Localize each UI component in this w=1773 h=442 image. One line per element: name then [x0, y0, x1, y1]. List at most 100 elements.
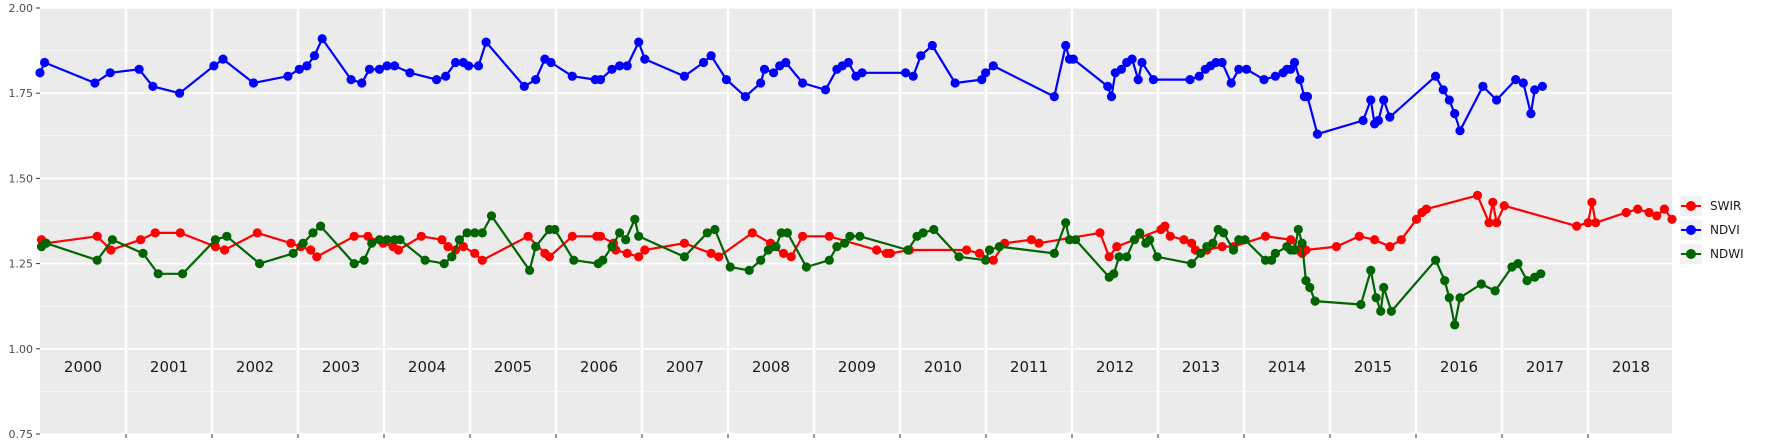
data-point: [1122, 252, 1132, 262]
data-point: [759, 64, 770, 74]
data-point: [210, 242, 220, 252]
data-point: [1455, 293, 1465, 303]
data-point: [981, 255, 991, 265]
data-point: [367, 238, 377, 248]
data-point: [1114, 252, 1124, 262]
data-point: [544, 252, 555, 262]
data-point: [981, 68, 991, 78]
year-label: 2012: [1096, 358, 1134, 376]
data-point: [1354, 231, 1364, 241]
data-point: [481, 37, 491, 47]
data-point: [283, 71, 293, 81]
data-point: [988, 61, 998, 71]
data-point: [148, 81, 158, 91]
data-point: [252, 228, 262, 238]
data-point: [105, 68, 115, 78]
data-point: [769, 68, 779, 78]
data-point: [1644, 207, 1654, 218]
data-point: [1513, 259, 1523, 269]
data-point: [725, 262, 735, 272]
year-label: 2005: [494, 358, 532, 376]
y-tick-label: 0.75: [9, 428, 34, 441]
data-point: [523, 231, 533, 241]
data-point: [441, 71, 451, 81]
data-point: [1034, 238, 1044, 248]
legend-label: NDWI: [1710, 247, 1744, 261]
y-tick-label: 1.50: [9, 172, 34, 185]
data-point: [1270, 248, 1280, 258]
data-point: [962, 245, 972, 255]
data-point: [567, 71, 577, 81]
data-point: [1145, 235, 1155, 245]
data-point: [1310, 296, 1320, 306]
data-point: [1187, 259, 1197, 269]
data-point: [1109, 269, 1119, 279]
data-point: [1652, 211, 1662, 221]
data-point: [1667, 214, 1677, 224]
data-point: [1129, 235, 1139, 245]
data-point: [1026, 235, 1036, 245]
data-point: [1289, 245, 1300, 255]
data-point: [1518, 78, 1528, 88]
data-point: [1305, 282, 1315, 293]
data-point: [903, 245, 913, 255]
data-point: [1293, 224, 1303, 235]
data-point: [364, 64, 375, 74]
data-point: [843, 57, 854, 68]
legend-key-point: [1686, 225, 1696, 235]
data-point: [255, 259, 265, 269]
data-point: [950, 78, 960, 88]
data-point: [1440, 276, 1450, 286]
data-point: [136, 235, 146, 245]
data-point: [1484, 218, 1494, 228]
data-point: [138, 248, 148, 258]
data-point: [607, 64, 617, 74]
data-point: [845, 231, 855, 241]
data-point: [710, 224, 720, 235]
data-point: [546, 57, 556, 68]
data-point: [1289, 57, 1300, 68]
data-point: [420, 255, 430, 265]
data-point: [640, 245, 650, 255]
year-label: 2000: [64, 358, 102, 376]
data-point: [153, 269, 163, 279]
data-point: [346, 75, 356, 85]
data-point: [1499, 201, 1509, 211]
data-point: [175, 88, 185, 98]
data-point: [1241, 64, 1252, 74]
data-point: [473, 61, 484, 71]
data-point: [443, 242, 453, 252]
data-point: [550, 224, 560, 235]
data-point: [1179, 235, 1189, 245]
data-point: [908, 71, 918, 81]
data-point: [984, 245, 995, 255]
data-point: [1476, 279, 1486, 289]
legend-key-point: [1686, 249, 1696, 259]
data-point: [988, 255, 998, 265]
data-point: [1071, 235, 1081, 245]
data-point: [798, 231, 808, 241]
data-point: [309, 51, 320, 61]
data-point: [824, 255, 834, 265]
y-tick-label: 1.75: [9, 87, 34, 100]
data-point: [974, 248, 985, 258]
data-point: [885, 248, 895, 258]
data-point: [1234, 64, 1244, 74]
data-point: [1511, 75, 1521, 85]
data-point: [1492, 95, 1502, 105]
series-ndwi: [36, 211, 1546, 330]
data-point: [824, 231, 834, 241]
data-point: [1106, 92, 1117, 102]
data-point: [1472, 190, 1483, 200]
data-point: [1431, 71, 1441, 81]
data-point: [781, 57, 791, 68]
data-point: [1444, 95, 1454, 105]
y-tick-label: 1.25: [9, 258, 34, 271]
data-point: [679, 71, 690, 81]
data-point: [470, 248, 480, 258]
data-point: [598, 255, 608, 265]
data-point: [706, 51, 716, 61]
data-point: [706, 248, 716, 258]
data-point: [1530, 85, 1540, 95]
data-point: [35, 68, 45, 78]
